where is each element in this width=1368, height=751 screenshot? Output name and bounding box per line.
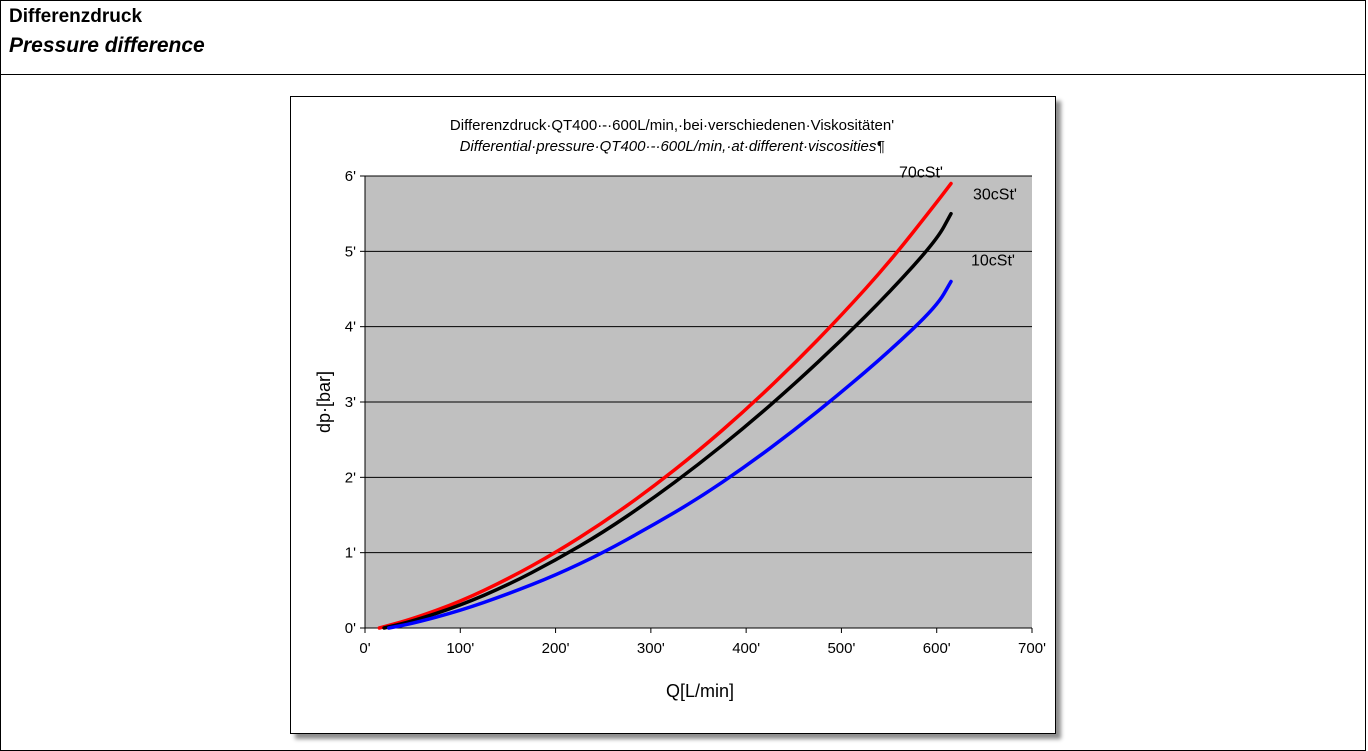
y-tick-label: 6' [345, 168, 356, 185]
series-label: 30cSt' [973, 187, 1017, 204]
y-tick-label: 5' [345, 243, 356, 260]
series-line [382, 211, 953, 630]
series-label: 10cSt' [971, 252, 1015, 269]
x-axis-title: Q[L/min] [666, 681, 734, 701]
series-line [387, 279, 953, 630]
x-tick-label: 300' [637, 640, 665, 657]
header-cell: Differenzdruck Pressure difference [1, 1, 1365, 75]
section-subtitle: Pressure difference [9, 34, 205, 57]
grid-layer [365, 175, 1032, 554]
x-tick-label: 700' [1018, 640, 1046, 657]
series-layer [377, 181, 953, 630]
y-tick-label: 3' [345, 394, 356, 411]
y-tick-label: 1' [345, 545, 356, 562]
axis-layer: 0' 1' 2' 3' 4' 5' 6' 0' 100' 200' 300' 400' 500' 600'… [345, 168, 1046, 657]
y-tick-label: 4' [345, 319, 356, 336]
x-tick-label: 400' [732, 640, 760, 657]
x-tick-label: 600' [923, 640, 951, 657]
series-label: 70cSt' [899, 165, 943, 182]
label-layer: 70cSt' 30cSt' 10cSt' [899, 165, 1017, 270]
y-tick-label: 0' [345, 620, 356, 637]
x-tick-label: 200' [542, 640, 570, 657]
section-title: Differenzdruck [9, 6, 143, 27]
chart-subtitle: Differential·pressure·QT400·-·600L/min,·… [460, 138, 885, 155]
x-tick-label: 0' [359, 640, 370, 657]
chart-title: Differenzdruck·QT400·-·600L/min,·bei·ver… [450, 117, 894, 134]
y-axis-title: dp·[bar] [314, 371, 334, 433]
y-tick-label: 2' [345, 469, 356, 486]
x-tick-label: 100' [446, 640, 474, 657]
series-line [377, 181, 953, 630]
x-tick-label: 500' [827, 640, 855, 657]
